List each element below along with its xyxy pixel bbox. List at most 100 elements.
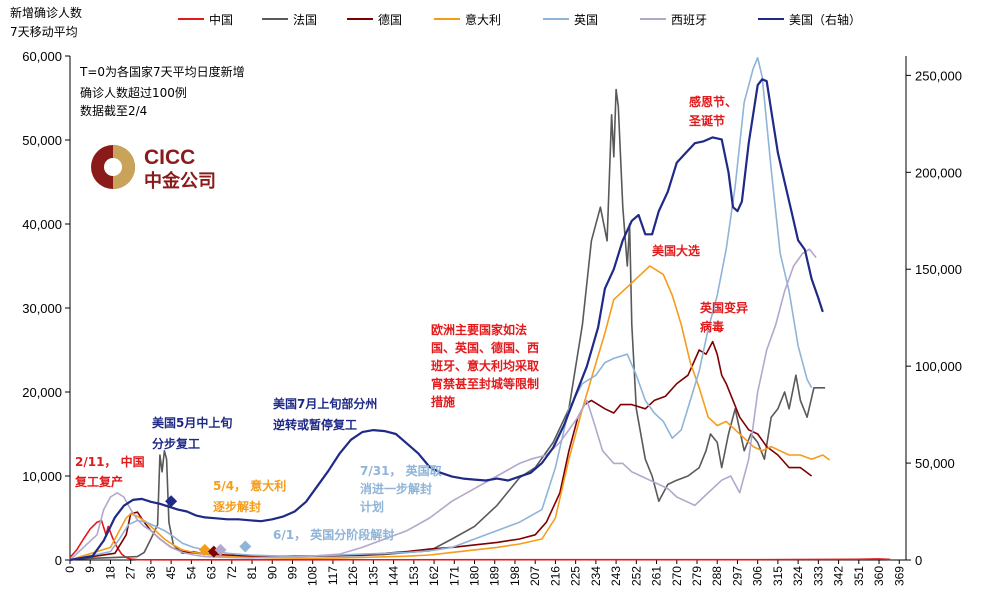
annotation-line: 分步复工	[152, 436, 200, 451]
event-markers	[165, 495, 252, 558]
x-tick-label: 90	[265, 566, 279, 580]
x-tick-label: 54	[184, 566, 198, 580]
x-tick-label: 18	[103, 566, 117, 580]
annotation-line: T=0为各国家7天平均日度新增	[79, 64, 245, 79]
x-tick-label: 99	[285, 566, 299, 580]
series-line-spain	[69, 248, 817, 561]
annotation-line: 6/1， 英国分阶段解封	[273, 527, 394, 542]
x-tick-label: 351	[852, 566, 866, 586]
left-tick-label: 30,000	[22, 301, 62, 316]
cicc-logo: CICC 中金公司	[91, 145, 216, 192]
series-line-germany	[69, 340, 813, 561]
annotation-line: 7/31， 英国取	[360, 463, 442, 478]
x-tick-label: 324	[791, 566, 805, 586]
right-tick-label: 250,000	[915, 68, 962, 83]
annotation-line: 确诊人数超过100例	[80, 85, 187, 100]
x-tick-label: 189	[488, 566, 502, 586]
legend: 中国 法国 德国 意大利 英国 西班牙 美国（右轴）	[178, 12, 861, 27]
annotation-line: 复工复产	[74, 474, 123, 489]
x-tick-label: 198	[508, 566, 522, 586]
x-tick-label: 216	[548, 566, 562, 586]
x-tick-label: 225	[569, 566, 583, 586]
annotation-a10: 美国大选	[652, 243, 700, 258]
x-tick-label: 234	[589, 566, 603, 586]
annotation-line: 宵禁甚至封城等限制	[431, 376, 539, 391]
event-marker-uk	[239, 540, 252, 553]
x-axis-ticks: 0 9 18 27 36 45 54 63 72 81 90 99 108 117 126 135 144 153…	[63, 560, 906, 586]
legend-label-germany: 德国	[378, 12, 402, 27]
x-tick-label: 171	[447, 566, 461, 586]
left-tick-label: 0	[55, 553, 62, 568]
left-tick-label: 60,000	[22, 49, 62, 64]
legend-label-spain: 西班牙	[671, 13, 707, 27]
x-tick-label: 27	[124, 566, 138, 580]
event-marker-us	[165, 495, 178, 508]
legend-label-china: 中国	[209, 12, 233, 27]
y-axis-label-line2: 7天移动平均	[10, 25, 78, 39]
x-tick-label: 9	[83, 566, 97, 573]
series-lines	[69, 56, 891, 562]
series-line-uk	[69, 56, 813, 561]
right-tick-label: 150,000	[915, 262, 962, 277]
x-tick-label: 63	[205, 566, 219, 580]
series-line-us	[69, 78, 824, 562]
annotation-line: 感恩节、	[689, 94, 737, 109]
annotation-line: 2/11， 中国	[75, 454, 145, 469]
x-tick-label: 0	[63, 566, 77, 573]
x-tick-label: 369	[892, 566, 906, 586]
annotation-line: 消进一步解封	[360, 481, 432, 496]
right-axis-ticks: 0 50,000 100,000 150,000 200,000 250,000	[906, 68, 962, 568]
x-tick-label: 180	[468, 566, 482, 586]
x-tick-label: 306	[751, 566, 765, 586]
left-tick-label: 20,000	[22, 385, 62, 400]
annotation-line: 计划	[360, 499, 384, 514]
legend-label-us: 美国（右轴）	[789, 12, 861, 27]
x-tick-label: 297	[730, 566, 744, 586]
annotation-line: 措施	[431, 394, 455, 409]
annotation-line: 美国5月中上旬	[152, 415, 232, 430]
left-tick-label: 50,000	[22, 133, 62, 148]
x-tick-label: 333	[811, 566, 825, 586]
right-tick-label: 50,000	[915, 456, 955, 471]
cicc-logo-mark-half	[113, 145, 135, 189]
annotation-line: 病毒	[700, 319, 724, 334]
x-tick-label: 315	[771, 566, 785, 586]
annotation-line: 英国变异	[700, 300, 748, 315]
annotation-a6: 6/1， 英国分阶段解封	[273, 527, 394, 542]
legend-label-uk: 英国	[574, 13, 598, 27]
x-tick-label: 288	[710, 566, 724, 586]
annotation-line: 逆转或暂停复工	[273, 417, 357, 432]
event-marker-spain	[214, 543, 227, 556]
right-tick-label: 0	[915, 553, 922, 568]
x-tick-label: 162	[427, 566, 441, 586]
x-tick-label: 261	[650, 566, 664, 586]
y-axis-label-line1: 新增确诊人数	[10, 5, 82, 20]
annotation-line: 班牙、意大利均采取	[431, 358, 539, 373]
x-tick-label: 360	[872, 566, 886, 586]
annotation-a11: 感恩节、圣诞节	[688, 94, 737, 128]
x-tick-label: 135	[366, 566, 380, 586]
x-tick-label: 45	[164, 566, 178, 580]
x-tick-label: 243	[609, 566, 623, 586]
x-tick-label: 153	[407, 566, 421, 586]
legend-label-france: 法国	[293, 13, 317, 27]
x-tick-label: 270	[670, 566, 684, 586]
x-tick-label: 252	[629, 566, 643, 586]
right-tick-label: 100,000	[915, 359, 962, 374]
annotation-line: 数据截至2/4	[80, 103, 147, 118]
x-tick-label: 342	[832, 566, 846, 586]
series-line-italy	[69, 265, 831, 561]
event-marker-italy	[198, 543, 211, 556]
annotation-line: 5/4， 意大利	[213, 478, 286, 493]
x-tick-label: 81	[245, 566, 259, 580]
cicc-logo-text-cn: 中金公司	[144, 170, 216, 192]
legend-label-italy: 意大利	[465, 12, 501, 27]
